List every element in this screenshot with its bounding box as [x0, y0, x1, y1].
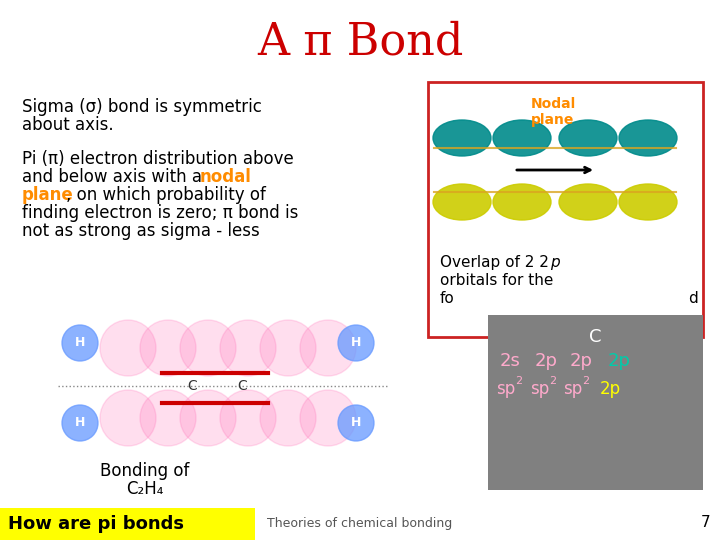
Text: d: d: [688, 291, 698, 306]
Text: 2p: 2p: [608, 352, 631, 370]
Text: 2: 2: [582, 376, 589, 386]
Text: 7: 7: [701, 515, 710, 530]
Bar: [0, 508, 255, 540]
Ellipse shape: [433, 120, 491, 156]
Circle shape: [220, 320, 276, 376]
Text: not as strong as sigma - less: not as strong as sigma - less: [22, 222, 260, 240]
Text: 2p: 2p: [535, 352, 558, 370]
Ellipse shape: [493, 120, 551, 156]
Ellipse shape: [619, 120, 677, 156]
Text: 2s: 2s: [500, 352, 521, 370]
Circle shape: [62, 325, 98, 361]
Text: sp: sp: [563, 380, 582, 398]
Circle shape: [100, 320, 156, 376]
Ellipse shape: [493, 184, 551, 220]
Ellipse shape: [559, 184, 617, 220]
Circle shape: [338, 405, 374, 441]
Text: C₂H₄: C₂H₄: [126, 480, 163, 498]
Circle shape: [100, 390, 156, 446]
Text: , on which probability of: , on which probability of: [66, 186, 266, 204]
Text: C: C: [237, 379, 247, 393]
Circle shape: [180, 320, 236, 376]
Text: Overlap of 2 2: Overlap of 2 2: [440, 255, 549, 270]
Text: sp: sp: [496, 380, 516, 398]
Text: and below axis with a: and below axis with a: [22, 168, 207, 186]
Circle shape: [338, 325, 374, 361]
Bar: [428, 82, 703, 337]
Text: 2p: 2p: [570, 352, 593, 370]
Bar: [488, 315, 703, 490]
Circle shape: [260, 320, 316, 376]
Ellipse shape: [433, 184, 491, 220]
Text: A π Bond: A π Bond: [257, 21, 463, 64]
Circle shape: [140, 320, 196, 376]
Text: H: H: [75, 336, 85, 349]
Text: Nodal
plane: Nodal plane: [531, 97, 575, 127]
Ellipse shape: [559, 120, 617, 156]
Text: 2: 2: [515, 376, 522, 386]
Circle shape: [140, 390, 196, 446]
Text: nodal: nodal: [200, 168, 252, 186]
Circle shape: [220, 390, 276, 446]
Text: about axis.: about axis.: [22, 116, 114, 134]
Text: H: H: [351, 336, 361, 349]
Text: fo: fo: [440, 291, 455, 306]
Text: orbitals for the: orbitals for the: [440, 273, 554, 288]
Circle shape: [180, 390, 236, 446]
Text: Theories of chemical bonding: Theories of chemical bonding: [267, 517, 453, 530]
Circle shape: [300, 320, 356, 376]
Text: 2: 2: [549, 376, 556, 386]
Text: H: H: [75, 416, 85, 429]
Circle shape: [62, 405, 98, 441]
Text: sp: sp: [530, 380, 549, 398]
Text: Pi (π) electron distribution above: Pi (π) electron distribution above: [22, 150, 294, 168]
Text: 2p: 2p: [600, 380, 621, 398]
Circle shape: [260, 390, 316, 446]
Text: plane: plane: [22, 186, 73, 204]
Circle shape: [300, 390, 356, 446]
Text: p: p: [550, 255, 559, 270]
Text: Sigma (σ) bond is symmetric: Sigma (σ) bond is symmetric: [22, 98, 262, 116]
Text: C: C: [187, 379, 197, 393]
Text: finding electron is zero; π bond is: finding electron is zero; π bond is: [22, 204, 298, 222]
Text: H: H: [351, 416, 361, 429]
Ellipse shape: [619, 184, 677, 220]
Text: How are pi bonds: How are pi bonds: [8, 515, 184, 533]
Text: C: C: [589, 328, 601, 346]
Text: Bonding of: Bonding of: [100, 462, 189, 480]
